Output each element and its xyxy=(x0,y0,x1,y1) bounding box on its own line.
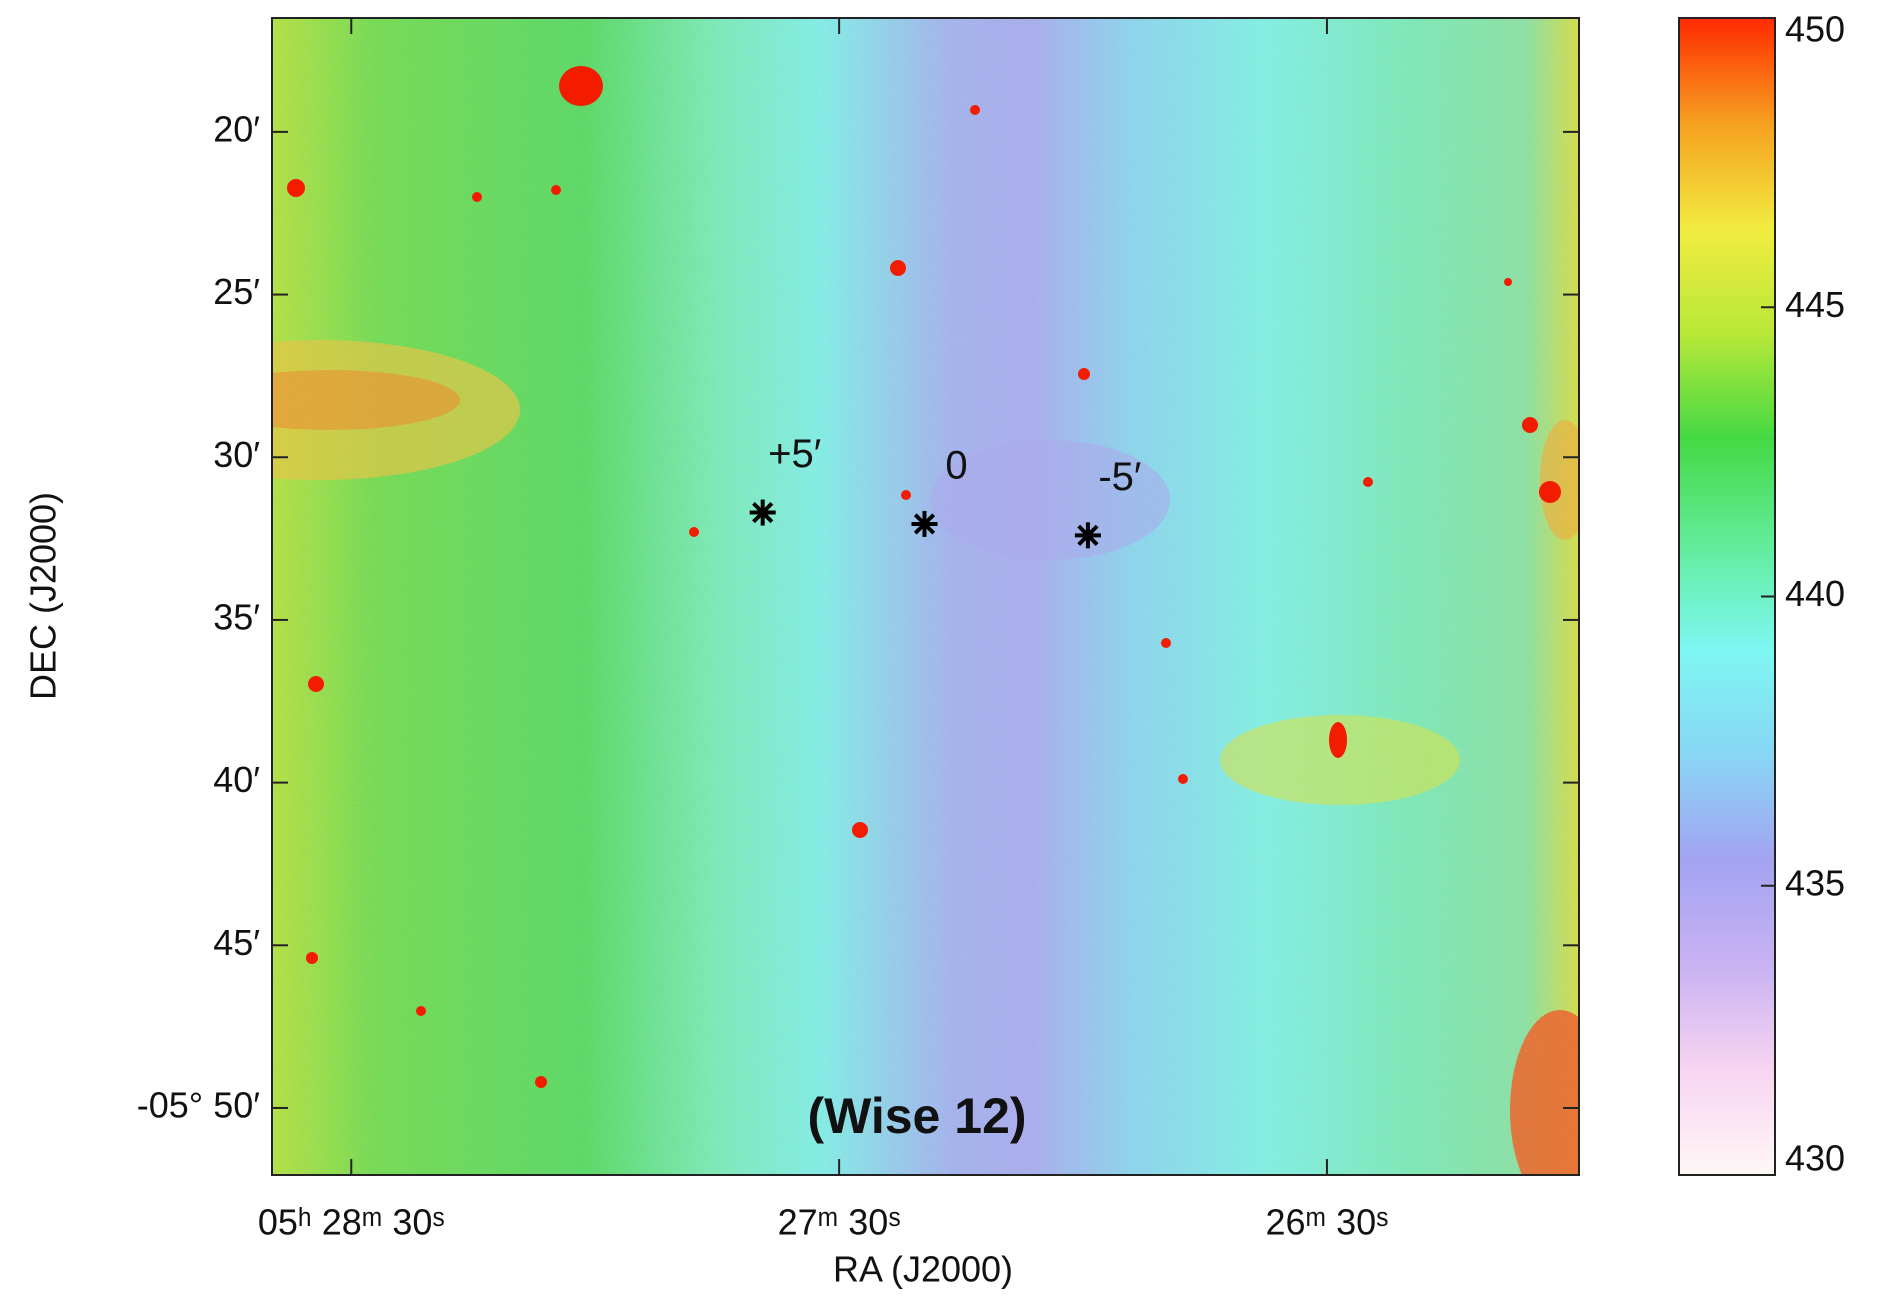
colorbar xyxy=(1679,18,1775,1175)
marker xyxy=(911,510,938,537)
marker-stroke xyxy=(1077,524,1099,546)
annotation: (Wise 12) xyxy=(807,1088,1026,1144)
y-tick-label: 20′ xyxy=(213,108,260,149)
marker-stroke xyxy=(913,513,936,535)
marker-stroke xyxy=(752,501,774,524)
y-tick-label: 45′ xyxy=(213,922,260,963)
marker xyxy=(749,499,776,526)
colorbar-tick-label: 445 xyxy=(1785,284,1845,325)
y-tick-label: 25′ xyxy=(213,271,260,312)
marker-label: 0 xyxy=(945,444,967,488)
y-tick-label: 40′ xyxy=(213,759,260,800)
y-tick-label: 30′ xyxy=(213,434,260,475)
y-tick-label: 35′ xyxy=(213,596,260,637)
y-axis-label: DEC (J2000) xyxy=(23,492,64,700)
marker-label: +5′ xyxy=(768,432,821,476)
x-tick-label: 26ᵐ 30ˢ xyxy=(1265,1202,1388,1243)
x-tick-label: 27ᵐ 30ˢ xyxy=(778,1202,901,1243)
marker xyxy=(1074,522,1101,549)
marker-label: -5′ xyxy=(1098,455,1141,499)
colorbar-tick-label: 430 xyxy=(1785,1138,1845,1179)
sky-image xyxy=(272,18,1579,1175)
y-tick-label: -05° 50′ xyxy=(137,1084,260,1125)
x-tick-label: 05ʰ 28ᵐ 30ˢ xyxy=(258,1202,445,1243)
x-axis-label: RA (J2000) xyxy=(833,1249,1013,1290)
colorbar-tick-label: 440 xyxy=(1785,573,1845,614)
colorbar-tick-label: 435 xyxy=(1785,862,1845,903)
colorbar-tick-label: 450 xyxy=(1785,9,1845,50)
plot-frame xyxy=(271,17,1580,1176)
